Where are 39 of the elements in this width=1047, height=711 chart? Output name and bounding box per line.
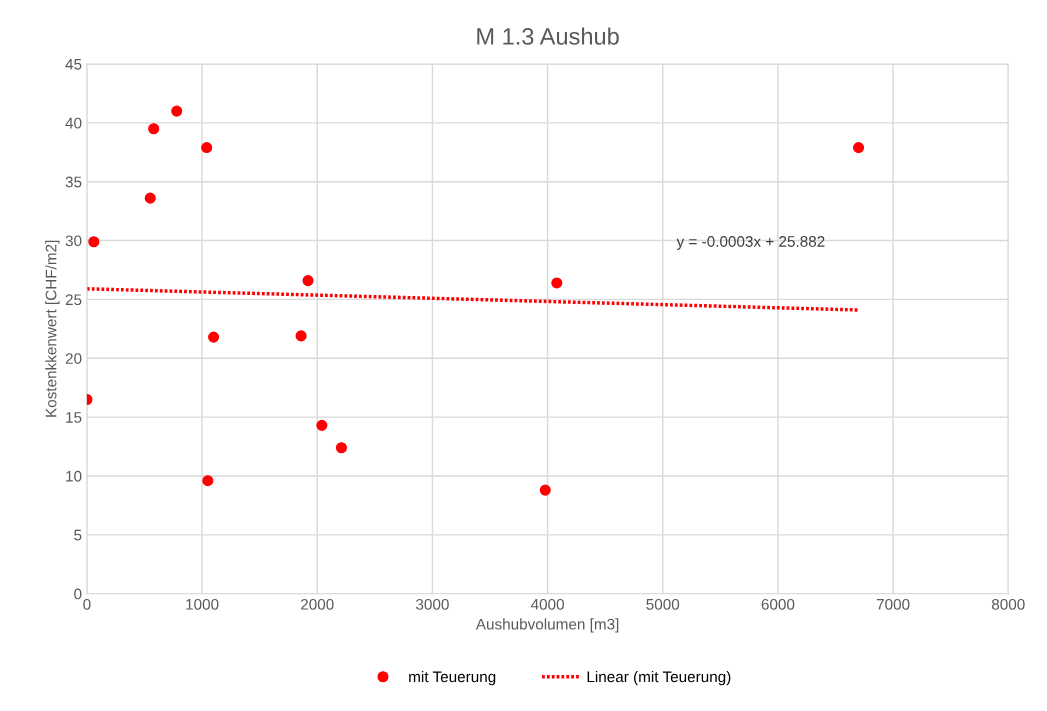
point — [852, 142, 865, 154]
chart-title: M 1.3 Aushub — [477, 27, 619, 45]
y-tick-label: 0 — [74, 588, 82, 600]
point — [148, 123, 160, 135]
point — [202, 475, 214, 487]
y-tick-label: 40 — [65, 117, 82, 129]
x-tick-label: 6000 — [761, 598, 795, 610]
y-tick-label: 30 — [65, 235, 82, 247]
x-tick-label: 4000 — [530, 598, 564, 610]
legend-label: mit Teuerung — [409, 671, 496, 686]
point — [171, 105, 183, 117]
point — [208, 331, 220, 343]
x-tick-label: 0 — [83, 598, 91, 610]
x-tick-label: 3000 — [416, 598, 449, 610]
point — [316, 419, 328, 431]
point — [335, 442, 347, 454]
y-tick-label: 10 — [66, 470, 82, 482]
y-tick-label: 20 — [65, 353, 82, 364]
x-axis-title: Aushubvolumen [m3] — [475, 618, 619, 633]
point — [539, 484, 551, 496]
point — [302, 275, 314, 287]
x-tick-label: 5000 — [646, 598, 680, 610]
x-tick-label: 1000 — [186, 598, 219, 610]
y-axis-title: Kostenkkenwert [CHF/m2] — [45, 240, 60, 417]
x-tick-label: 8000 — [991, 598, 1025, 610]
point — [551, 277, 563, 289]
y-tick-label: 35 — [65, 176, 82, 188]
annotation: y = -0.0003x + 25.882 — [676, 236, 825, 250]
y-tick-label: 15 — [66, 412, 82, 423]
legend-label: Linear (mit Teuerung) — [587, 671, 731, 686]
x-tick-label: 7000 — [876, 598, 910, 610]
point — [295, 330, 307, 342]
point — [88, 236, 100, 248]
y-tick-label: 5 — [74, 529, 82, 541]
x-tick-label: 2000 — [301, 598, 334, 610]
point — [201, 142, 213, 154]
point — [144, 192, 156, 204]
y-tick-label: 45 — [65, 59, 82, 70]
y-tick-label: 25 — [65, 294, 82, 306]
